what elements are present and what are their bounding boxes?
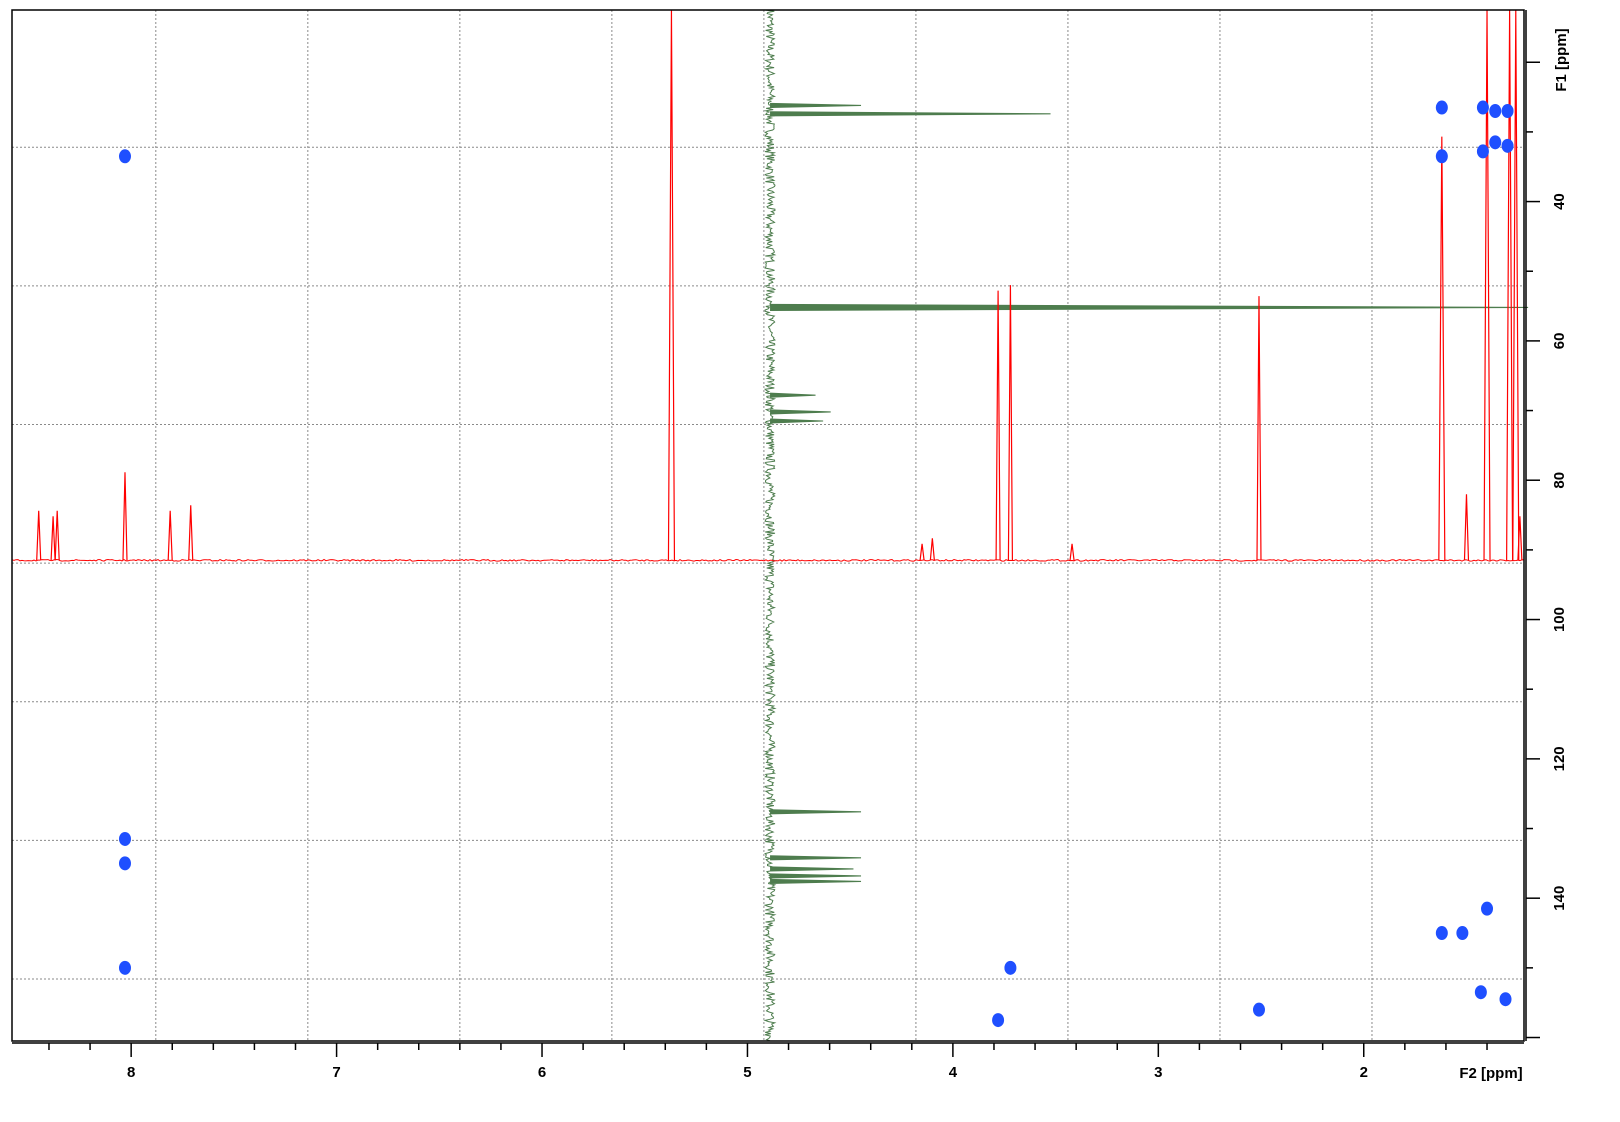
y-tick-label: 100 [1551,607,1568,632]
y-tick-label: 140 [1551,886,1568,911]
cross-peak [1489,135,1502,150]
h1-baseline [11,558,1525,562]
cross-peak [1474,985,1487,1000]
h1-peak [54,510,60,561]
x-tick-label: 5 [743,1064,751,1081]
y-axis-label: F1 [ppm] [1553,28,1570,91]
c13-peak [770,855,862,861]
c13-peak [770,111,1051,117]
y-axis: 40 60 80 100 120 140 [1525,10,1568,1041]
x-axis-label: F2 [ppm] [1459,1065,1522,1082]
h1-peak [919,543,925,561]
x-tick-label: 7 [332,1064,340,1081]
cross-peak [118,831,131,846]
cross-peak [118,856,131,871]
cross-peak [1489,104,1502,119]
c13-peak [770,418,824,424]
x-tick-label: 2 [1360,1064,1368,1081]
plot-frame [11,9,1525,1042]
c13-trace [763,9,777,1042]
y-tick-label: 40 [1551,193,1568,210]
h1-peak [50,516,56,561]
h1-peak [1483,9,1491,561]
cross-peak [1456,926,1469,941]
cross-peak [1499,992,1512,1007]
cross-peak [118,960,131,975]
cross-peak [1481,901,1494,916]
cross-peak [1435,100,1448,115]
h1-peak [1517,516,1523,561]
h1-peak [188,505,194,561]
cross-peak [1476,100,1489,115]
h1-peak [1256,296,1262,561]
h1-peak [667,9,676,561]
h1-peak [122,472,128,561]
h1-peak [167,510,173,561]
cross-peaks [118,100,1514,1028]
h1-peak [929,538,935,561]
c13-peak [770,102,862,108]
x-tick-label: 3 [1154,1064,1162,1081]
c13-peak [770,866,854,872]
c13-peak [770,873,862,879]
h1-peak [36,510,42,561]
cross-peak [1252,1002,1265,1017]
x-tick-label: 4 [949,1064,958,1081]
y-tick-label: 60 [1551,333,1568,350]
x-axis: 8 7 6 5 4 3 2 [12,1042,1524,1081]
cross-peak [992,1013,1005,1028]
h1-peak [1512,9,1520,561]
c13-peak [770,392,816,398]
h1-peak [1069,543,1075,561]
cross-peak [1435,926,1448,941]
cross-peak [1004,960,1017,975]
cross-peak [1476,144,1489,159]
h1-peak [1438,136,1446,561]
h1-peak [1007,285,1014,561]
c13-peak [770,878,862,885]
h1-peak [1463,494,1470,561]
y-tick-label: 120 [1551,746,1568,771]
c13-peak [770,809,862,815]
h1-peak [995,290,1001,561]
cross-peak [1501,104,1514,119]
h1-peak [1506,9,1514,561]
x-tick-label: 8 [127,1064,135,1081]
x-tick-label: 6 [538,1064,546,1081]
cross-peak [118,149,131,164]
y-tick-label: 80 [1551,472,1568,489]
c13-peak [770,409,831,415]
c13-peak [770,303,1529,312]
f1-projection-13c [763,9,1529,1042]
cross-peak [1435,149,1448,164]
cross-peak [1501,138,1514,153]
